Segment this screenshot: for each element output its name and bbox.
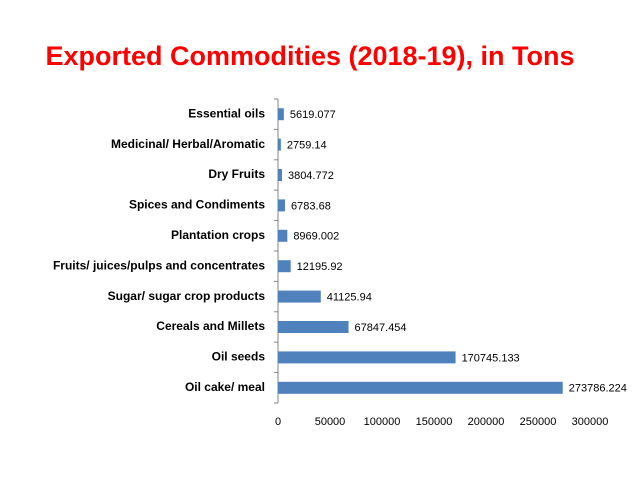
- bar: [278, 138, 281, 151]
- x-tick-label: 50000: [315, 416, 346, 428]
- value-label: 8969.002: [293, 231, 339, 243]
- value-label: 2759.14: [287, 140, 327, 152]
- value-label: 41125.94: [327, 292, 372, 304]
- y-tick-label: Cereals and Millets: [156, 319, 265, 333]
- value-label: 170745.133: [462, 352, 520, 364]
- y-tick-label: Fruits/ juices/pulps and concentrates: [53, 258, 265, 272]
- value-label: 12195.92: [297, 261, 343, 273]
- bar: [278, 321, 349, 333]
- value-label: 5619.077: [290, 109, 336, 121]
- value-label: 67847.454: [355, 322, 407, 334]
- bar: [278, 199, 286, 212]
- y-tick-label: Plantation crops: [171, 228, 265, 242]
- y-tick-label: Oil cake/ meal: [185, 380, 265, 394]
- x-tick-label: 250000: [520, 416, 557, 428]
- bar: [278, 229, 288, 242]
- y-tick-label: Essential oils: [188, 106, 265, 120]
- chart-title: Exported Commodities (2018-19), in Tons: [45, 41, 574, 71]
- bar: [278, 290, 321, 303]
- y-tick-label: Medicinal/ Herbal/Aromatic: [111, 137, 265, 151]
- bar: [278, 351, 456, 364]
- bar: [278, 108, 284, 121]
- value-label: 6783.68: [291, 200, 331, 212]
- x-tick-label: 200000: [468, 416, 505, 428]
- bar: [278, 260, 291, 273]
- y-tick-label: Spices and Condiments: [129, 198, 265, 212]
- bar: [278, 381, 563, 394]
- x-tick-label: 0: [275, 416, 281, 428]
- y-tick-label: Sugar/ sugar crop products: [108, 289, 266, 303]
- value-label: 273786.224: [569, 383, 627, 395]
- x-tick-label: 300000: [572, 416, 609, 428]
- value-label: 3804.772: [288, 170, 334, 182]
- y-tick-label: Oil seeds: [212, 350, 266, 364]
- x-tick-label: 100000: [364, 416, 401, 428]
- x-tick-label: 150000: [416, 416, 453, 428]
- bar: [278, 169, 282, 181]
- y-tick-label: Dry Fruits: [208, 167, 265, 181]
